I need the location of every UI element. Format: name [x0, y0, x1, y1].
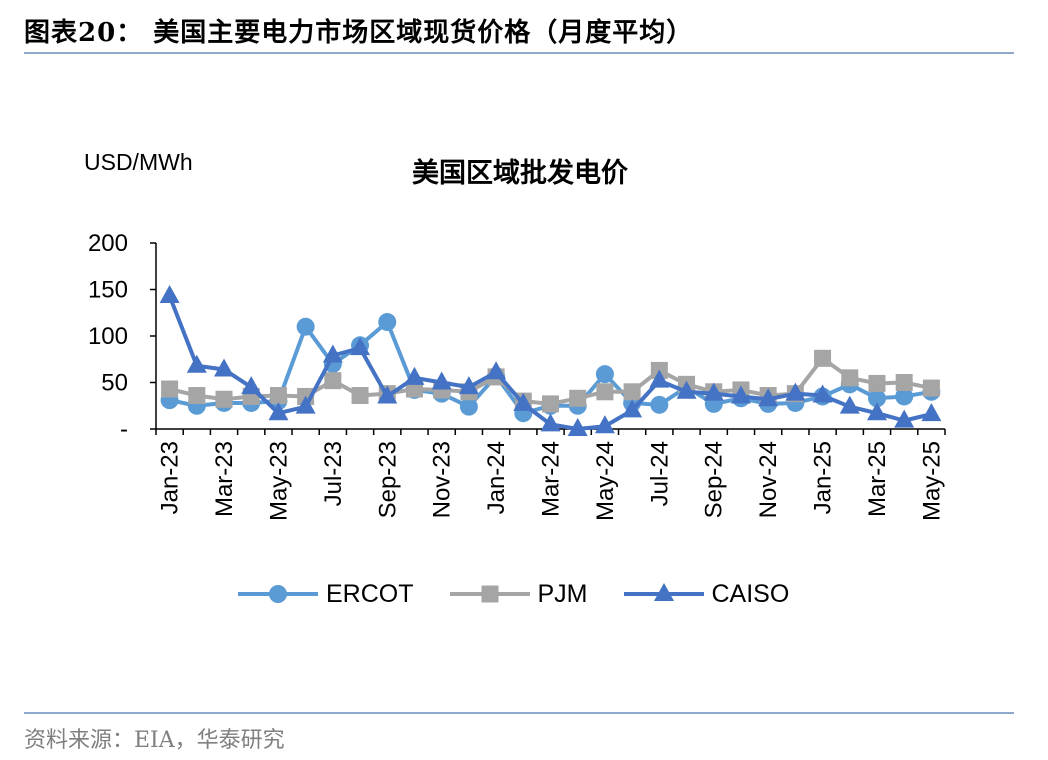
data-point-ercot: [595, 365, 614, 384]
data-point-pjm: [814, 349, 832, 367]
data-point-caiso: [894, 409, 915, 428]
data-point-pjm: [324, 372, 342, 390]
data-point-caiso: [268, 402, 289, 421]
legend-marker: [269, 585, 287, 603]
x-tick-label: Jul-24: [646, 441, 673, 506]
legend-marker: [481, 585, 498, 603]
data-point-pjm: [868, 374, 886, 392]
data-point-caiso: [866, 402, 887, 421]
data-point-caiso: [703, 382, 724, 401]
data-point-caiso: [758, 388, 779, 407]
legend-item-ercot: ERCOT: [236, 580, 414, 609]
data-point-ercot: [867, 389, 886, 408]
data-point-caiso: [812, 384, 833, 403]
legend-swatch-pjm: [449, 585, 530, 603]
data-point-ercot: [296, 317, 315, 336]
data-point-caiso: [458, 376, 479, 395]
x-tick-label: Jan-24: [483, 441, 510, 514]
data-point-caiso: [730, 385, 751, 404]
y-tick-label: 100: [88, 323, 128, 350]
data-point-caiso: [540, 413, 561, 432]
x-tick-label: Mar-24: [538, 441, 565, 517]
y-tick-label: 50: [101, 370, 128, 397]
data-point-caiso: [186, 354, 207, 373]
data-point-pjm: [188, 387, 206, 405]
data-point-caiso: [214, 358, 235, 377]
data-point-caiso: [404, 366, 425, 385]
data-point-caiso: [486, 361, 507, 380]
x-tick-label: Jan-25: [810, 441, 837, 514]
data-point-pjm: [596, 383, 614, 401]
data-point-pjm: [215, 390, 233, 408]
legend-item-pjm: PJM: [448, 580, 588, 609]
data-point-caiso: [241, 376, 262, 395]
x-tick-label: Nov-24: [755, 441, 782, 518]
data-point-caiso: [649, 369, 670, 388]
data-point-caiso: [159, 285, 180, 304]
legend-label-pjm: PJM: [537, 579, 588, 608]
data-point-caiso: [622, 399, 643, 418]
source-note: 资料来源：EIA，华泰研究: [24, 728, 285, 753]
x-tick-label: Jul-23: [320, 441, 347, 506]
legend-marker: [653, 583, 674, 601]
data-point-caiso: [839, 395, 860, 414]
data-point-ercot: [459, 397, 478, 416]
data-point-caiso: [921, 403, 942, 422]
y-tick-label: 200: [88, 230, 128, 257]
legend-swatch-caiso: [623, 583, 704, 601]
data-point-pjm: [351, 387, 369, 405]
axes: - 50 100 150 200 Jan-23 Mar-23 May-23 Jul-23 Sep-…: [88, 230, 946, 521]
x-tick-label: Nov-23: [429, 441, 456, 518]
x-tick-label: May-24: [592, 441, 619, 521]
y-axis-unit: USD/MWh: [84, 149, 193, 175]
data-point-pjm: [841, 369, 859, 387]
x-tick-label: May-25: [918, 441, 945, 521]
x-tick-label: Mar-25: [864, 441, 891, 517]
data-point-pjm: [922, 379, 940, 397]
y-tick-label: 150: [88, 277, 128, 304]
data-point-pjm: [161, 380, 179, 398]
x-tick-label: Jan-23: [157, 441, 184, 514]
data-point-pjm: [542, 395, 559, 413]
series-caiso: [159, 285, 942, 436]
y-tick-label: -: [120, 416, 128, 443]
x-tick-label: Mar-23: [211, 441, 238, 517]
data-point-ercot: [650, 395, 669, 414]
series-group: [159, 285, 942, 436]
data-point-caiso: [295, 395, 316, 414]
data-point-caiso: [676, 380, 697, 399]
x-tick-label: Sep-23: [374, 441, 401, 518]
data-point-caiso: [322, 344, 343, 363]
legend: ERCOT PJM CAISO: [236, 574, 823, 614]
legend-item-caiso: CAISO: [622, 579, 790, 609]
legend-label-caiso: CAISO: [711, 579, 790, 608]
data-point-caiso: [785, 382, 806, 401]
x-tick-label: Sep-24: [701, 441, 728, 518]
data-point-pjm: [895, 374, 913, 391]
chart-title: 美国区域批发电价: [412, 157, 629, 189]
legend-swatch-ercot: [238, 585, 318, 603]
data-point-pjm: [569, 389, 587, 407]
data-point-caiso: [513, 392, 534, 411]
data-point-ercot: [895, 387, 914, 406]
x-tick-label: May-23: [265, 441, 292, 521]
data-point-pjm: [623, 383, 641, 401]
data-point-caiso: [431, 371, 452, 390]
data-point-caiso: [350, 337, 371, 356]
legend-label-ercot: ERCOT: [326, 579, 414, 608]
data-point-caiso: [594, 415, 615, 434]
data-point-ercot: [378, 313, 397, 332]
figure-title: 图表20： 美国主要电力市场区域现货价格（月度平均）: [24, 18, 694, 48]
top-divider: [24, 52, 1014, 54]
data-point-caiso: [377, 385, 398, 404]
data-point-caiso: [567, 418, 588, 436]
data-point-pjm: [269, 387, 287, 405]
bottom-divider: [24, 712, 1014, 714]
